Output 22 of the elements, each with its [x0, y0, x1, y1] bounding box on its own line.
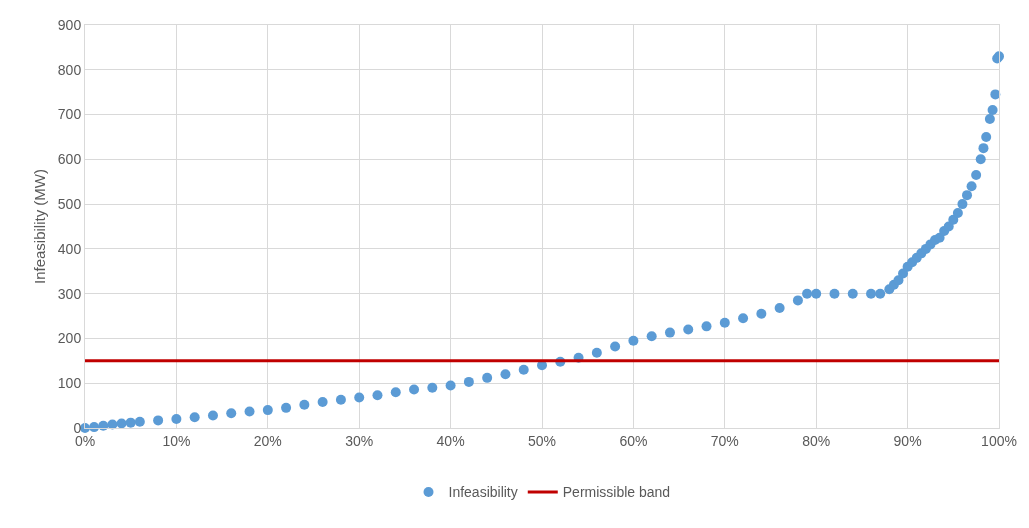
x-tick-label: 80%	[802, 432, 831, 449]
y-tick-label: 900	[57, 16, 82, 33]
x-tick-label: 20%	[253, 432, 282, 449]
x-tick-label: 60%	[619, 432, 648, 449]
y-tick-label: 200	[57, 330, 82, 347]
y-tick-label: 500	[57, 196, 82, 213]
x-tick-label: 40%	[436, 432, 465, 449]
x-tick-label: 90%	[893, 432, 922, 449]
x-tick-label: 70%	[710, 432, 739, 449]
y-tick-label: 800	[57, 61, 82, 78]
y-tick-label: 600	[57, 151, 82, 168]
x-tick-label: 50%	[527, 432, 557, 449]
x-tick-label: 100%	[981, 432, 1017, 449]
x-tick-label: 30%	[345, 432, 374, 449]
y-tick-label: 700	[57, 106, 82, 123]
x-tick-label: 10%	[162, 432, 191, 449]
y-tick-label: 100	[57, 375, 82, 392]
y-tick-label: 300	[57, 285, 82, 302]
y-axis-title: Infeasibility (MW)	[31, 168, 48, 285]
y-tick-label: 400	[57, 240, 82, 257]
legend-label: Infeasibility	[448, 484, 518, 501]
legend-label: Permissible band	[562, 484, 671, 501]
